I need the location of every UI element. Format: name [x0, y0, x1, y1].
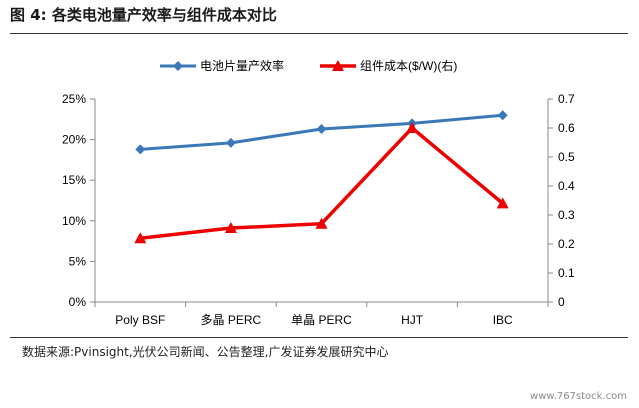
- series-2-point: [315, 217, 328, 229]
- legend-marker-1: [173, 61, 183, 71]
- legend-label-2: 组件成本($/W)(右): [360, 58, 457, 73]
- left-y-tick-label: 25%: [62, 92, 86, 106]
- series-2-point: [134, 232, 147, 244]
- left-y-tick-label: 0%: [69, 295, 87, 309]
- x-tick-label: 多晶 PERC: [201, 313, 262, 327]
- legend-label-1: 电池片量产效率: [200, 58, 284, 73]
- series-1-point: [225, 137, 236, 148]
- series-2-point: [224, 222, 237, 234]
- right-y-tick-label: 0.2: [558, 237, 575, 251]
- watermark: www.767stock.com: [530, 391, 627, 402]
- x-tick-label: IBC: [493, 313, 513, 327]
- right-y-tick-label: 0.7: [558, 92, 575, 106]
- top-rule: [10, 33, 628, 34]
- right-y-tick-label: 0: [558, 295, 565, 309]
- series-1-point: [316, 124, 327, 135]
- right-y-tick-label: 0.3: [558, 208, 575, 222]
- right-y-tick-label: 0.4: [558, 179, 575, 193]
- series-2-point: [496, 197, 509, 209]
- x-tick-label: 单晶 PERC: [291, 313, 352, 327]
- right-y-tick-label: 0.5: [558, 150, 575, 164]
- left-y-tick-label: 10%: [62, 214, 86, 228]
- figure-title: 图 4: 各类电池量产效率与组件成本对比: [10, 6, 277, 24]
- right-y-tick-label: 0.1: [558, 266, 575, 280]
- legend-marker-2: [332, 60, 344, 71]
- left-y-tick-label: 20%: [62, 133, 86, 147]
- series-1-point: [497, 110, 508, 121]
- series-2-point: [406, 122, 419, 133]
- left-y-tick-label: 15%: [62, 173, 86, 187]
- x-tick-label: Poly BSF: [115, 313, 165, 327]
- right-y-tick-label: 0.6: [558, 121, 575, 135]
- x-tick-label: HJT: [401, 313, 424, 327]
- series-1-point: [135, 144, 146, 155]
- left-y-tick-label: 5%: [69, 254, 87, 268]
- bottom-rule: [10, 337, 628, 338]
- data-source-note: 数据来源:Pvinsight,光伏公司新闻、公告整理,广发证券发展研究中心: [22, 345, 389, 359]
